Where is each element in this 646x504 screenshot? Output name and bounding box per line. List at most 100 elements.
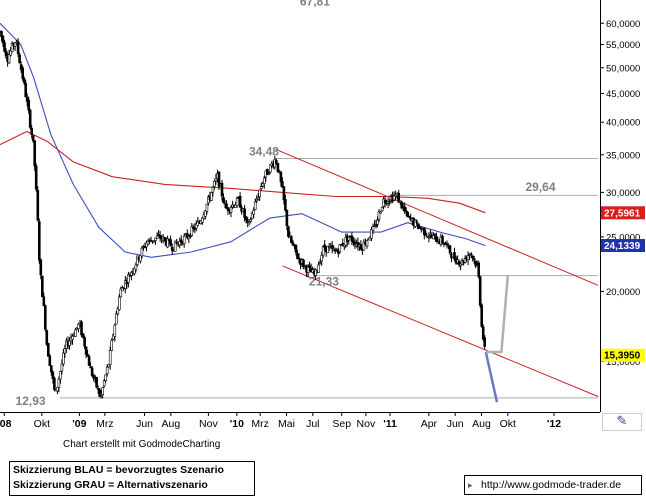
price-tag-box <box>601 348 645 362</box>
candle-body <box>453 252 456 260</box>
candle-body <box>125 281 129 285</box>
candle-body <box>84 346 88 355</box>
candle-body <box>297 257 301 260</box>
candle-body <box>350 235 354 242</box>
candle-body <box>276 162 280 172</box>
candle-body <box>40 275 44 298</box>
candle-body <box>274 160 278 164</box>
document-arrow-icon: ▸ <box>468 480 473 490</box>
pencil-icon: ✎ <box>616 414 628 429</box>
candle-body <box>90 367 94 377</box>
website-url[interactable]: http://www.godmode-trader.de <box>481 479 622 491</box>
candle-body <box>243 208 246 218</box>
price-axis-label: 25,0000 <box>606 232 640 243</box>
candle-body <box>377 211 381 220</box>
candle-body <box>362 241 366 251</box>
price-axis-label: 30,0000 <box>606 188 640 199</box>
candle-body <box>115 313 118 325</box>
time-axis-label: Nov <box>357 418 376 430</box>
candle-body <box>68 340 71 346</box>
candle-body <box>290 236 293 244</box>
trend-channel-line <box>282 265 599 397</box>
candle-body <box>140 247 144 257</box>
candle-body <box>113 324 117 337</box>
time-axis-label: Sep <box>332 418 351 430</box>
candle-body <box>429 234 432 236</box>
candle-body <box>338 244 342 253</box>
candle-body <box>424 232 428 236</box>
candle-body <box>332 248 336 251</box>
time-axis-label: Okt <box>500 418 516 430</box>
candle-body <box>210 192 213 201</box>
candle-body <box>259 186 263 189</box>
candle-body <box>42 296 46 307</box>
candle-body <box>128 275 132 278</box>
candle-body <box>170 246 174 251</box>
price-tag-label: 15,3950 <box>604 351 641 362</box>
candle-body <box>282 186 286 201</box>
time-axis-label: Mai <box>278 418 295 430</box>
support-resistance-lines <box>59 157 598 399</box>
price-axis-label: 60,0000 <box>606 19 640 30</box>
candle-body <box>256 197 260 200</box>
candle-body <box>101 387 104 395</box>
candle-body <box>63 348 67 354</box>
candle-body <box>217 171 221 187</box>
time-axis-label: Apr <box>421 418 438 430</box>
candle-body <box>30 128 34 135</box>
time-axis: '08 Okt '09 Mrz Jun Aug Nov '10 Mrz Mai Jul Sep Nov '… <box>0 412 561 430</box>
website-link[interactable]: ▸ http://www.godmode-trader.de <box>464 475 642 495</box>
candlestick-series <box>0 30 487 399</box>
price-tag-label: 24,1339 <box>604 241 641 252</box>
candle-body <box>370 229 373 239</box>
candle-body <box>284 198 287 211</box>
candle-body <box>249 219 252 222</box>
candle-body <box>81 333 85 338</box>
time-axis-label: Mrz <box>96 418 114 430</box>
candle-body <box>169 239 172 247</box>
candle-body <box>379 211 382 214</box>
candle-body <box>432 235 435 240</box>
candle-body <box>281 181 284 188</box>
candle-body <box>398 200 402 202</box>
candle-body <box>365 240 369 247</box>
candle-body <box>4 50 8 57</box>
candle-body <box>261 183 265 187</box>
candle-body <box>359 244 363 250</box>
candle-body <box>116 308 120 315</box>
candle-body <box>406 212 410 218</box>
time-axis-label: Jun <box>447 418 464 430</box>
candle-body <box>330 245 334 249</box>
edit-tool-button[interactable]: ✎ <box>602 413 642 431</box>
price-axis-label: 55,0000 <box>606 40 640 51</box>
candle-body <box>56 386 59 392</box>
candle-body <box>258 189 262 198</box>
candle-body <box>7 54 11 64</box>
candle-body <box>119 288 123 298</box>
candle-body <box>118 296 121 311</box>
candle-body <box>80 321 83 336</box>
price-annotation: 29,64 <box>526 180 556 194</box>
candle-body <box>36 190 40 221</box>
trend-channel-line <box>275 148 599 286</box>
candle-body <box>445 243 449 246</box>
candle-body <box>37 221 41 261</box>
candle-body <box>48 355 52 366</box>
time-axis-label: Nov <box>199 418 218 430</box>
candle-body <box>371 226 375 231</box>
candle-body <box>74 329 77 337</box>
candle-body <box>45 330 49 345</box>
time-axis-label: Okt <box>34 418 50 430</box>
price-annotation: 21,33 <box>309 274 339 288</box>
time-axis-label: '09 <box>72 418 86 430</box>
candle-body <box>347 237 351 241</box>
candle-body <box>478 276 482 306</box>
candle-body <box>388 201 391 203</box>
candle-body <box>481 326 485 340</box>
candle-body <box>252 210 255 215</box>
candle-body <box>98 389 101 397</box>
candle-body <box>471 255 475 259</box>
candle-body <box>483 337 487 347</box>
candle-body <box>335 249 339 252</box>
